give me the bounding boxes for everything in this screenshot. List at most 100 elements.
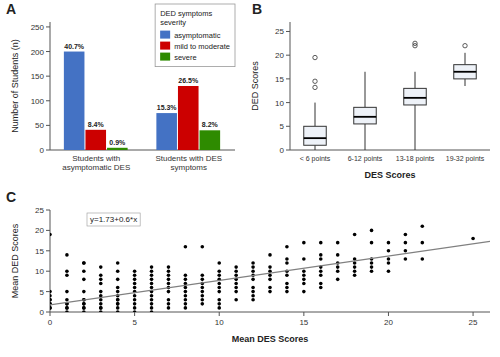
point [184,290,188,294]
point [319,286,323,290]
point [116,290,120,294]
point [150,265,154,269]
point [133,269,137,273]
y-axis-label: Mean DED Scores [10,223,20,298]
outlier [313,79,317,83]
point [150,310,154,312]
legend-title: DED symptomsseverity [160,9,212,27]
point [99,278,103,282]
point [150,278,154,282]
point [285,257,289,261]
x-tick-label: 6-12 points [348,155,383,163]
point [116,306,120,310]
legend-swatch [160,42,170,50]
y-tick [46,150,50,151]
legend-label: mild to moderate [174,42,230,51]
point [285,282,289,286]
y-tick [46,76,50,77]
bar-annotation: 8.2% [202,121,219,128]
point [421,225,425,229]
point [471,237,475,241]
point [336,253,340,257]
point [421,241,425,245]
outlier [413,44,417,48]
y-tick [286,102,290,103]
x-tick [134,312,135,316]
point [336,265,340,269]
point [150,273,154,277]
point [201,290,205,294]
x-tick-label: 19-32 points [446,155,485,163]
point [184,302,188,306]
y-tick-label: 25 [275,27,284,36]
point [82,302,86,306]
point [50,306,52,310]
point [234,282,238,286]
point [133,298,137,302]
point [353,265,357,269]
point [99,298,103,302]
y-tick-label: 25 [35,206,44,215]
median [454,71,477,73]
y-tick-label: 100 [31,97,45,106]
bar [85,130,106,150]
point [353,269,357,273]
box [304,126,327,145]
point [167,306,171,310]
point [201,286,205,290]
whisker-high [415,72,416,89]
point [268,273,272,277]
point [133,273,137,277]
point [404,241,408,245]
bar-annotation: 15.3% [157,104,178,111]
point [99,310,103,312]
point [184,298,188,302]
y-tick [286,126,290,127]
point [319,253,323,257]
point [353,273,357,277]
point [116,310,120,312]
whisker-high [315,103,316,127]
legend-swatch [160,31,170,39]
outlier [313,55,317,59]
y-tick [46,291,50,292]
panel-title: A [6,1,16,17]
point [387,241,391,245]
point [234,286,238,290]
y-tick-label: 5 [40,288,45,297]
point [116,278,120,282]
panel-bar: A050100150200250Number of Students (n)St… [6,1,235,172]
bar [156,113,177,150]
point [99,265,103,269]
bar [200,130,221,150]
point [82,290,86,294]
point [319,257,323,261]
text-line: Students with [72,154,120,163]
point [217,306,221,310]
point [217,273,221,277]
y-tick [46,312,50,313]
point [167,282,171,286]
point [421,257,425,261]
point [387,249,391,253]
point [116,298,120,302]
point [302,257,306,261]
point [251,265,255,269]
y-tick-label: 20 [275,51,284,60]
point [268,286,272,290]
point [50,290,52,294]
point [65,269,69,273]
point [133,278,137,282]
annotation: y=1.73+0.6*x [87,213,140,226]
x-tick [473,312,474,316]
box [404,88,427,105]
point [133,302,137,306]
point [82,269,86,273]
y-tick [46,100,50,101]
point [65,310,69,312]
y-tick [286,55,290,56]
x-tick [388,312,389,316]
point [268,290,272,294]
panel-title: C [6,189,16,205]
y-tick [46,51,50,52]
